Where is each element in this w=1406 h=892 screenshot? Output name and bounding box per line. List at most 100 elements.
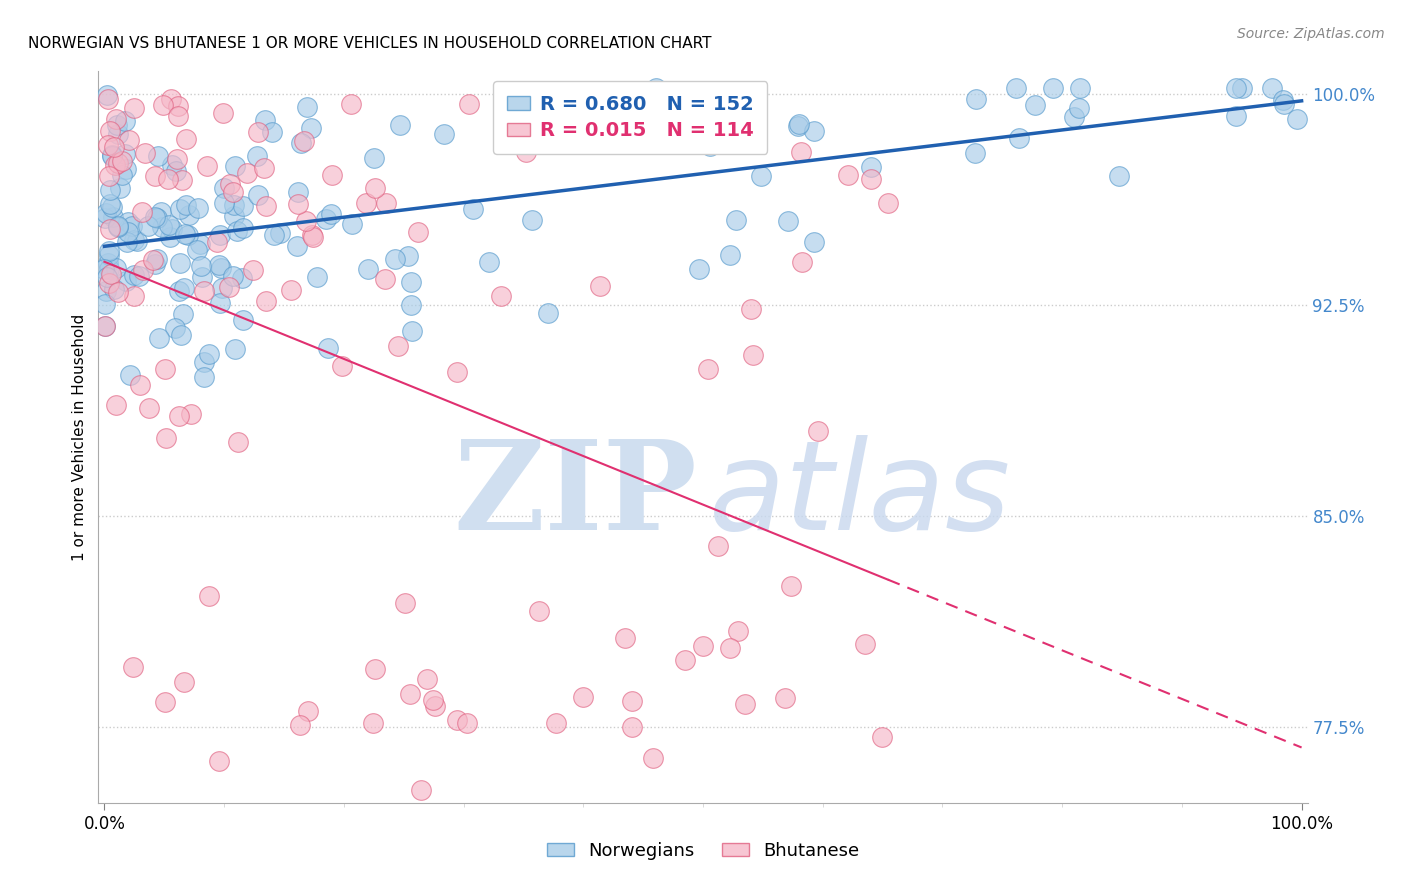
Point (389, 118, 412, 132)
Point (361, 716, 384, 731)
Point (103, 140, 125, 154)
Point (131, 205, 153, 219)
Point (589, 279, 612, 293)
Point (108, 180, 131, 194)
Point (100, 149, 122, 163)
Point (253, 161, 276, 175)
Point (172, 307, 194, 321)
Point (104, 261, 127, 276)
Legend: Norwegians, Bhutanese: Norwegians, Bhutanese (540, 835, 866, 867)
Point (141, 253, 163, 268)
Point (176, 198, 198, 212)
Point (394, 596, 416, 610)
Point (97, 92, 120, 106)
Point (354, 196, 377, 211)
Point (742, 348, 765, 362)
Point (94, 318, 117, 333)
Point (1042, 81, 1064, 95)
Point (692, 639, 714, 653)
Point (167, 409, 190, 423)
Point (232, 221, 254, 235)
Point (1108, 169, 1130, 184)
Point (101, 211, 124, 225)
Point (105, 112, 128, 126)
Point (489, 289, 512, 303)
Point (153, 695, 176, 709)
Point (408, 225, 430, 239)
Point (107, 219, 129, 233)
Point (96, 255, 118, 269)
Point (122, 268, 145, 283)
Point (287, 196, 309, 211)
Point (186, 243, 208, 257)
Point (860, 171, 883, 186)
Point (1005, 81, 1028, 95)
Point (321, 206, 343, 220)
Point (231, 271, 253, 285)
Point (165, 164, 187, 178)
Point (231, 312, 253, 326)
Point (107, 128, 129, 142)
Point (197, 590, 219, 604)
Point (148, 331, 170, 345)
Point (1286, 112, 1309, 126)
Point (169, 202, 191, 216)
Point (1232, 81, 1254, 95)
Point (188, 236, 211, 251)
Point (179, 208, 201, 222)
Text: NORWEGIAN VS BHUTANESE 1 OR MORE VEHICLES IN HOUSEHOLD CORRELATION CHART: NORWEGIAN VS BHUTANESE 1 OR MORE VEHICLE… (28, 36, 711, 51)
Point (877, 195, 900, 210)
Point (446, 713, 468, 727)
Point (688, 262, 710, 277)
Point (212, 106, 235, 120)
Point (803, 235, 825, 249)
Point (247, 188, 270, 202)
Point (1024, 97, 1046, 112)
Point (965, 92, 987, 106)
Point (193, 284, 215, 298)
Point (101, 148, 124, 162)
Point (173, 227, 195, 241)
Point (246, 149, 269, 163)
Point (105, 118, 128, 132)
Point (621, 694, 644, 708)
Point (232, 199, 254, 213)
Point (749, 169, 772, 183)
Point (169, 284, 191, 298)
Point (94, 284, 117, 298)
Point (167, 109, 190, 123)
Point (803, 124, 825, 138)
Point (211, 280, 233, 294)
Point (114, 146, 136, 161)
Point (98, 222, 121, 236)
Point (520, 212, 543, 227)
Point (374, 196, 396, 211)
Point (104, 158, 127, 172)
Point (193, 355, 215, 369)
Point (787, 117, 810, 131)
Point (478, 255, 501, 269)
Point (228, 434, 250, 449)
Point (263, 228, 285, 243)
Point (699, 139, 721, 153)
Point (114, 162, 136, 177)
Point (124, 289, 146, 303)
Point (1261, 81, 1284, 95)
Point (157, 218, 180, 232)
Point (374, 271, 396, 285)
Point (190, 259, 212, 273)
Point (718, 641, 741, 656)
Point (254, 293, 277, 308)
Point (287, 185, 309, 199)
Point (786, 120, 808, 134)
Point (456, 716, 478, 731)
Point (458, 96, 481, 111)
Text: Source: ZipAtlas.com: Source: ZipAtlas.com (1237, 27, 1385, 41)
Point (208, 228, 231, 243)
Point (157, 172, 180, 186)
Point (776, 214, 799, 228)
Point (1225, 109, 1247, 123)
Point (224, 209, 246, 223)
Point (115, 235, 138, 250)
Point (253, 112, 276, 127)
